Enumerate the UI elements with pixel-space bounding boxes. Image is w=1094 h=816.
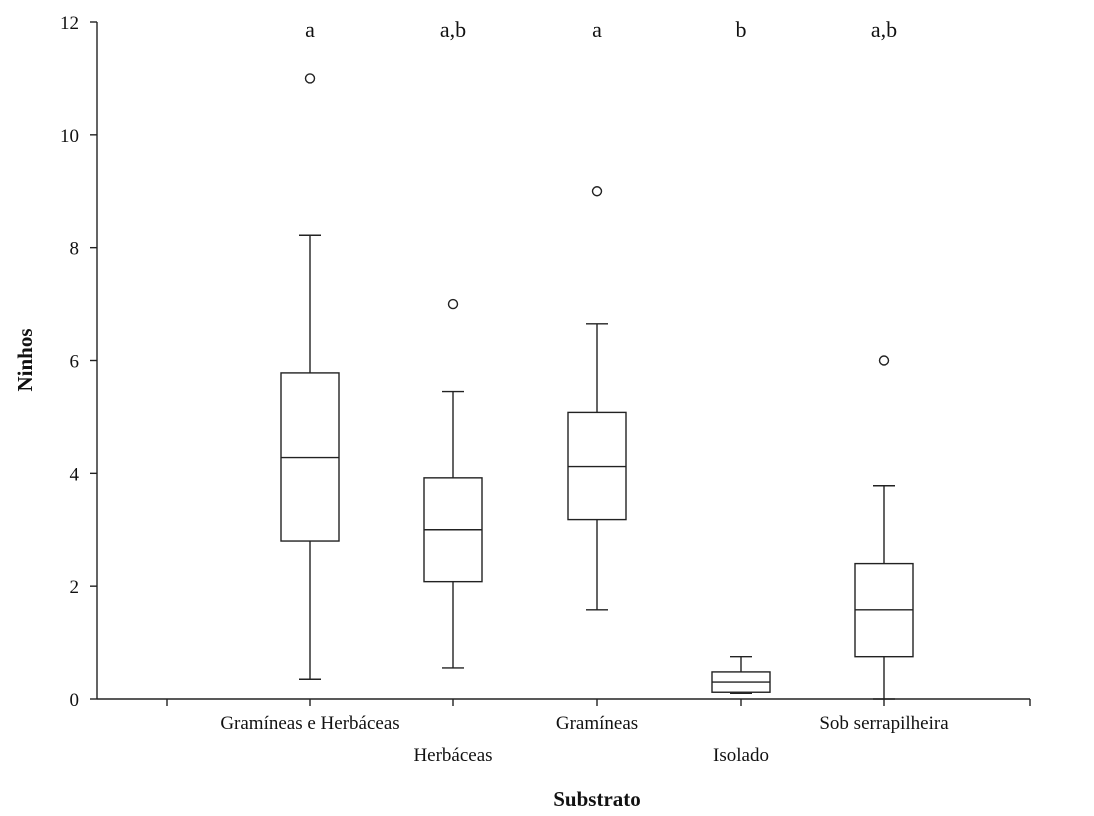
x-axis-title: Substrato (553, 787, 641, 811)
x-category-label: Sob serrapilheira (819, 713, 949, 734)
y-tick-label: 8 (70, 239, 80, 260)
significance-letter: a (592, 17, 602, 42)
y-tick-label: 10 (60, 126, 79, 147)
x-category-label: Gramíneas (556, 713, 638, 734)
outlier-point (447, 298, 459, 310)
significance-letter: a,b (440, 17, 466, 42)
outlier-point (591, 186, 603, 197)
significance-letter: b (736, 17, 747, 42)
x-category-label: Isolado (713, 745, 769, 766)
y-tick-label: 2 (70, 577, 80, 598)
y-tick-label: 0 (70, 690, 80, 711)
outlier-point (878, 355, 890, 366)
significance-letter: a (305, 17, 315, 42)
x-category-label: Gramíneas e Herbáceas (220, 713, 399, 734)
y-axis-title: Ninhos (13, 328, 37, 391)
y-tick-label: 4 (70, 464, 80, 485)
x-category-label: Herbáceas (413, 745, 492, 766)
labels: 0 2 4 6 8 10 12 a Gramíneas e Herbáceas a,b Herbác… (13, 13, 949, 811)
significance-letter: a,b (871, 17, 897, 42)
outlier-point (304, 73, 316, 84)
boxes (280, 73, 914, 700)
y-tick-label: 12 (60, 13, 79, 34)
y-tick-label: 6 (70, 352, 80, 373)
